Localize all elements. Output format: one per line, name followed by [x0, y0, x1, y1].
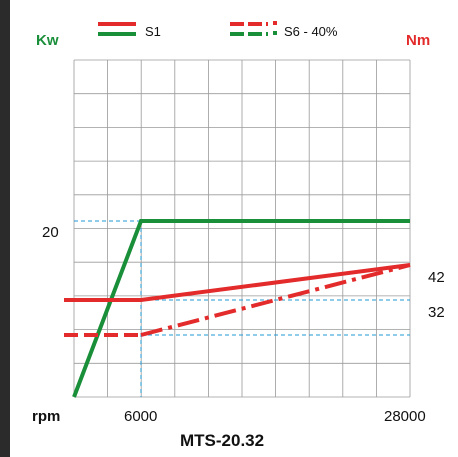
chart-svg: Kw Nm S1 S6 - 40% 20 42 32 rpm 6000 2800…	[32, 21, 445, 450]
x-tick-28000: 28000	[384, 408, 426, 425]
series-s1-power-line	[72, 219, 410, 398]
right-tick-32: 32	[428, 304, 445, 321]
left-tick-20: 20	[42, 224, 59, 241]
grid	[73, 59, 411, 398]
chart-card: Kw Nm S1 S6 - 40% 20 42 32 rpm 6000 2800…	[10, 0, 458, 457]
series-s6-falling-segment	[140, 263, 411, 337]
left-axis-label: Kw	[36, 32, 59, 49]
guide-lines	[74, 220, 410, 397]
legend-s6-green-dot	[273, 31, 277, 35]
legend-s1-label: S1	[145, 24, 161, 39]
right-tick-42: 42	[428, 269, 445, 286]
legend-item-s1: S1	[98, 22, 161, 39]
x-axis-label: rpm	[32, 408, 60, 425]
legend-s6-red-dot	[273, 21, 277, 25]
legend-s6-label: S6 - 40%	[284, 24, 338, 39]
legend-item-s6: S6 - 40%	[230, 21, 338, 39]
series-lines	[64, 219, 411, 398]
x-tick-6000: 6000	[124, 408, 157, 425]
series-s1-torque-line	[64, 263, 411, 302]
right-axis-label: Nm	[406, 32, 430, 49]
chart-title: MTS-20.32	[180, 431, 264, 450]
